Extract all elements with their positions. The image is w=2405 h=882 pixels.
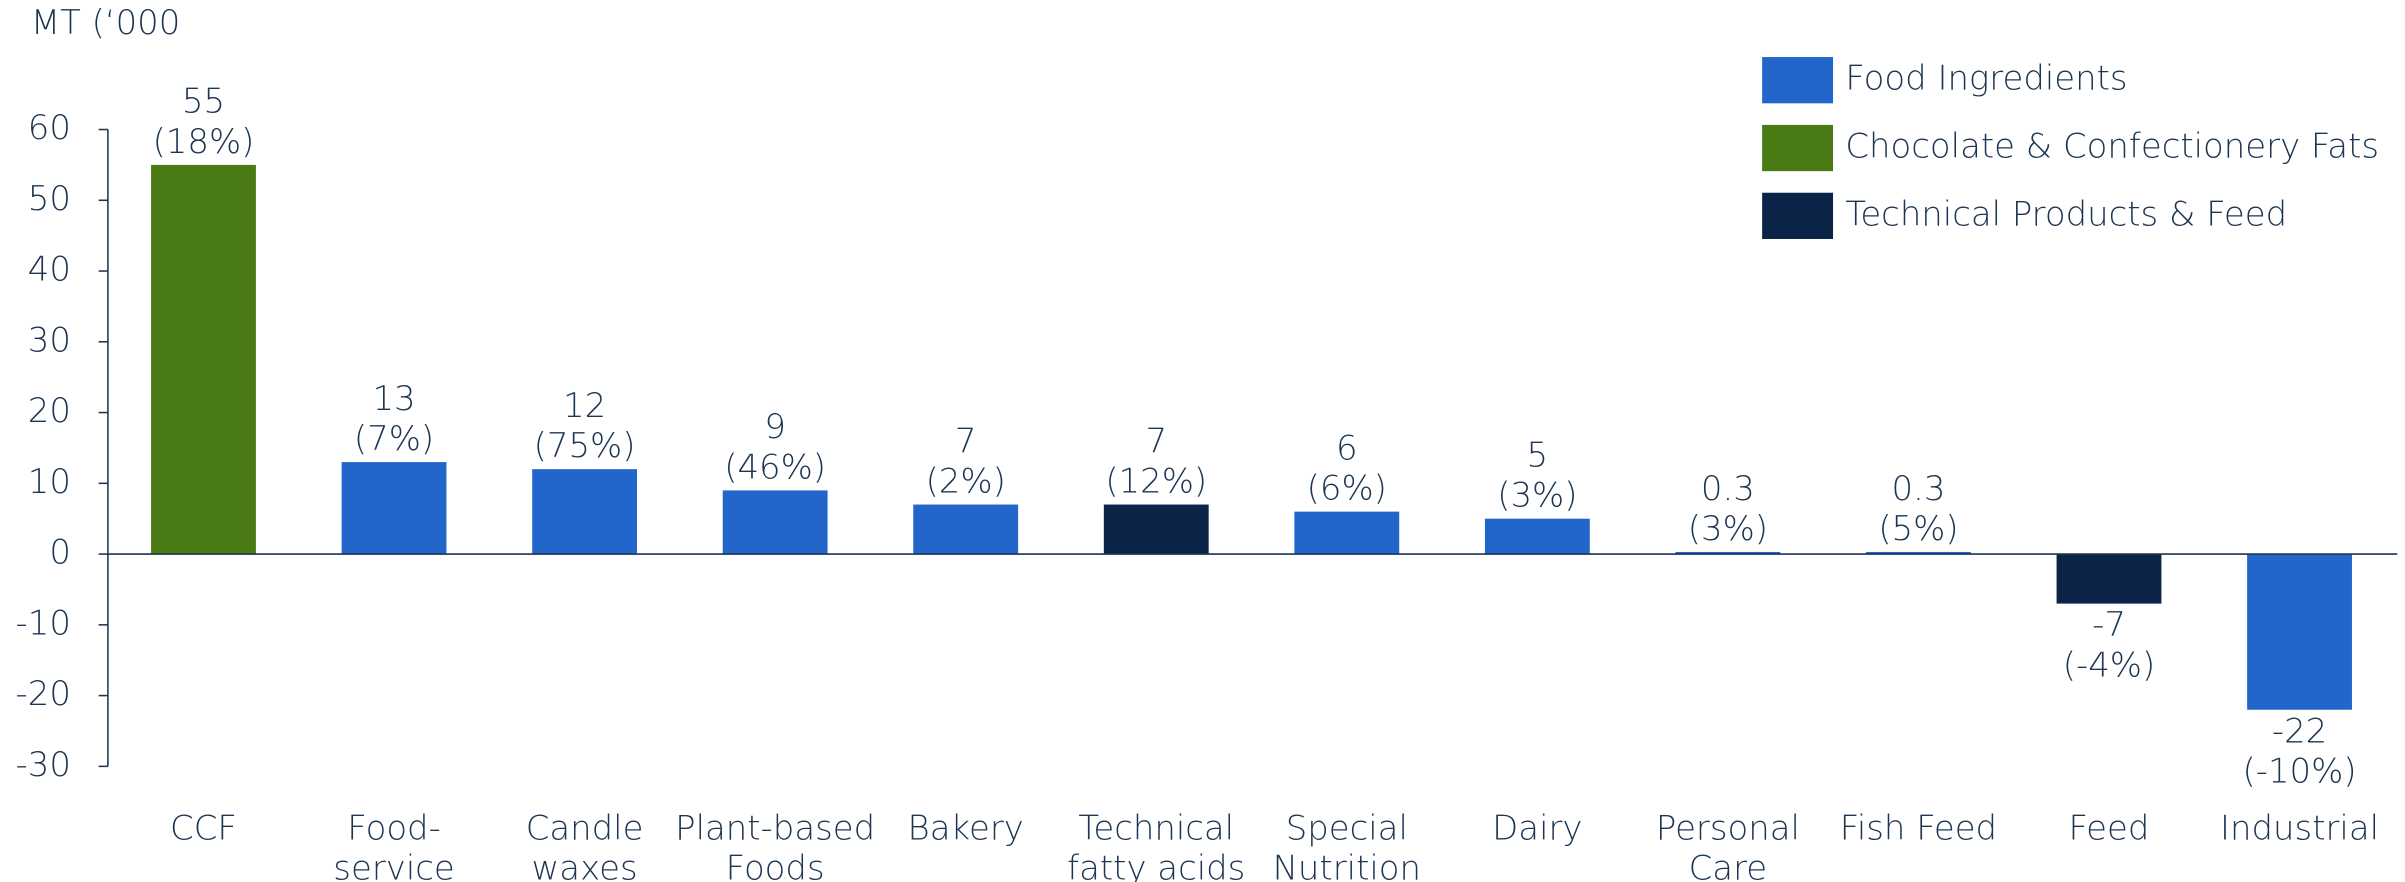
bar <box>1103 504 1209 555</box>
y-axis-label: MT (‘000 <box>31 3 180 42</box>
x-tick-label: Food-service <box>333 808 454 882</box>
bar <box>1675 551 1781 555</box>
y-tick-label: -10 <box>16 603 71 642</box>
bar <box>341 462 447 555</box>
x-tick-label: Bakery <box>908 808 1024 847</box>
pct-label: (3%) <box>1497 476 1577 515</box>
value-label: -7 <box>2092 605 2126 644</box>
x-tick-label: Fish Feed <box>1840 808 1997 847</box>
legend-label: Technical Products & Feed <box>1845 194 2287 233</box>
y-tick-label: 50 <box>28 179 71 218</box>
value-label: 6 <box>1336 428 1358 467</box>
bar <box>2247 554 2352 710</box>
value-label: 0.3 <box>1701 469 1755 508</box>
value-label: 55 <box>182 82 225 121</box>
legend-swatch <box>1762 192 1834 240</box>
value-label: -22 <box>2272 711 2327 750</box>
pct-label: (-10%) <box>2243 751 2357 790</box>
pct-label: (2%) <box>926 461 1006 500</box>
x-tick-label: Dairy <box>1492 808 1582 847</box>
bar <box>1484 518 1590 555</box>
pct-label: (12%) <box>1105 461 1207 500</box>
bar <box>1294 511 1400 555</box>
bar <box>532 469 638 555</box>
pct-label: (46%) <box>724 447 826 486</box>
bar <box>2056 554 2162 604</box>
pct-label: (18%) <box>153 122 255 161</box>
y-tick-label: 20 <box>28 391 71 430</box>
pct-label: (75%) <box>534 426 636 465</box>
pct-label: (7%) <box>354 419 434 458</box>
value-label: 7 <box>955 421 977 460</box>
pct-label: (3%) <box>1688 509 1768 548</box>
value-label: 7 <box>1145 421 1167 460</box>
y-tick-label: 0 <box>49 533 71 572</box>
y-tick-label: 40 <box>28 250 71 289</box>
value-label: 13 <box>372 379 415 418</box>
pct-label: (-4%) <box>2063 645 2155 684</box>
x-tick-label: Personal Care <box>1656 808 1800 882</box>
y-tick-label: 30 <box>28 320 71 359</box>
legend-swatch <box>1762 124 1834 172</box>
value-label: 12 <box>563 386 606 425</box>
y-tick-label: 60 <box>28 108 71 147</box>
bar <box>913 504 1019 555</box>
legend-label: Food Ingredients <box>1845 59 2127 98</box>
legend-swatch <box>1762 57 1834 104</box>
x-tick-label: Technical fatty acids <box>1067 808 1245 882</box>
x-tick-label: Industrial <box>2220 808 2379 847</box>
x-tick-label: Special Nutrition <box>1273 808 1421 882</box>
x-tick-label: CCF <box>170 808 237 847</box>
y-tick-label: 10 <box>28 462 71 501</box>
value-label: 0.3 <box>1891 469 1945 508</box>
value-label: 9 <box>764 407 786 446</box>
bar <box>1866 551 1971 555</box>
y-tick-label: -20 <box>16 674 71 713</box>
bar <box>151 164 256 555</box>
pct-label: (5%) <box>1878 509 1958 548</box>
x-tick-label: Feed <box>2069 808 2150 847</box>
bar <box>722 490 828 555</box>
pct-label: (6%) <box>1307 469 1387 508</box>
legend-label: Chocolate & Confectionery Fats <box>1845 127 2379 166</box>
x-tick-label: Plant-based Foods <box>675 808 875 882</box>
value-label: 5 <box>1527 436 1549 475</box>
x-tick-label: Candle waxes <box>526 808 644 882</box>
y-tick-label: -30 <box>16 745 71 784</box>
